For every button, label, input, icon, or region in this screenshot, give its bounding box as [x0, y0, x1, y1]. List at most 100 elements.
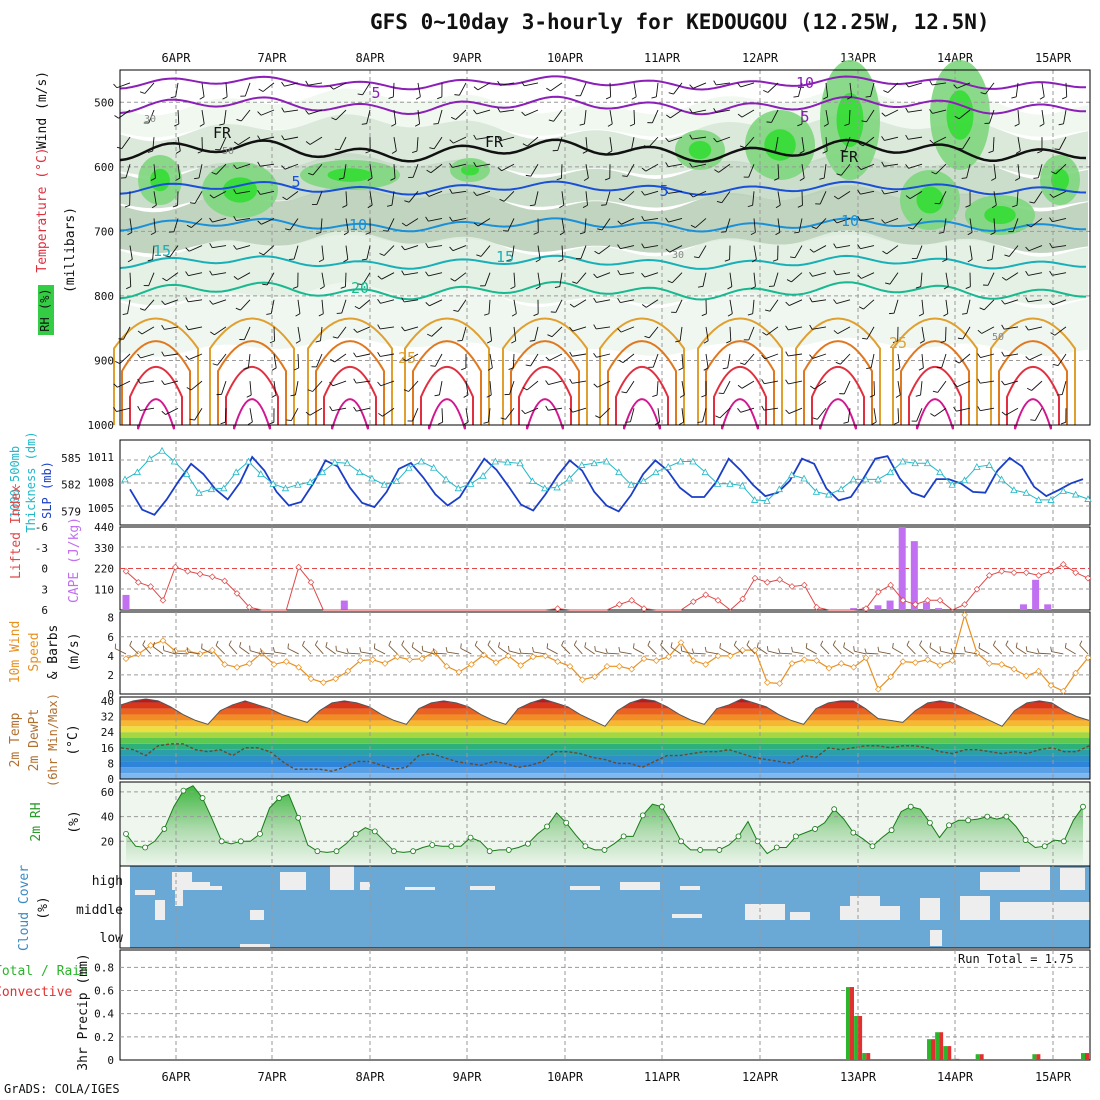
li-point: [233, 590, 241, 597]
wind-barb-flag: [915, 286, 921, 289]
thickness-point: [183, 470, 191, 477]
wind-barb-flag: [579, 231, 585, 235]
rh-point: [505, 847, 512, 853]
wind-barb: [381, 272, 395, 280]
wind-barb: [906, 644, 916, 655]
wind-barb-flag: [332, 336, 338, 339]
axis-label-temperature: Temperature (°C): [35, 147, 50, 272]
wind-speed-point: [159, 637, 167, 644]
wind-speed-point: [702, 661, 709, 668]
wind-barb: [201, 109, 205, 124]
wind-barb: [648, 326, 659, 339]
wind-barb: [580, 245, 587, 259]
cape-bar: [874, 605, 882, 610]
wind-barb-flag: [113, 407, 117, 412]
wind-barb: [862, 136, 875, 147]
thickness-point: [812, 488, 821, 495]
wind-speed-point: [875, 685, 882, 693]
precip-convective-bar: [1036, 1054, 1041, 1060]
wind-barb-flag: [703, 367, 709, 371]
rh-point: [525, 840, 531, 847]
wind-barb-flag: [569, 378, 573, 384]
wind-barb-flag: [665, 162, 669, 167]
wind-barb-flag: [980, 92, 986, 95]
day-label-top: 6APR: [162, 51, 192, 65]
wind-barb-flag: [809, 248, 815, 253]
precip-convective-bar: [931, 1039, 936, 1060]
wind-barb-flag: [1060, 421, 1066, 425]
wind-barb-flag: [365, 150, 371, 154]
wind-barb: [488, 299, 491, 314]
wind-barb-flag: [449, 139, 454, 144]
temp-band: [120, 714, 1090, 721]
wind-barb: [263, 245, 275, 256]
wind-barb-flag: [561, 640, 565, 646]
thickness-point: [504, 458, 512, 466]
wind-barb-flag: [1001, 411, 1007, 416]
wind-barb: [428, 272, 443, 277]
thickness-point: [701, 468, 709, 476]
wind-barb-flag: [582, 204, 588, 208]
rh-blob-core: [688, 141, 712, 159]
wind-barb-flag: [716, 201, 722, 204]
wind-barb-flag: [1014, 123, 1020, 127]
wind-barb-flag: [432, 648, 436, 654]
wind-barb: [345, 218, 349, 233]
wind-barb-flag: [330, 358, 335, 363]
wind-barb: [962, 326, 971, 340]
rh-point: [1060, 838, 1067, 845]
wind-barb: [500, 109, 515, 113]
wind-barb-flag: [152, 641, 156, 648]
wind-barb: [847, 408, 851, 423]
cloud-block: [680, 886, 700, 890]
wind-barb-flag: [449, 246, 454, 251]
wind-barb: [428, 190, 443, 197]
wind-barb-flag: [595, 415, 601, 419]
precip-total-bar: [927, 1039, 932, 1060]
wind-barb: [166, 272, 179, 282]
wind-barb: [1031, 380, 1043, 391]
wind-barb: [116, 82, 131, 89]
wind-barb: [201, 648, 213, 655]
wind-barb: [393, 137, 397, 152]
wind-barb-flag: [437, 421, 443, 425]
cape-bar: [340, 600, 348, 610]
rh-point: [793, 833, 799, 840]
wind-barb-flag: [809, 297, 813, 303]
wind-speed-point: [320, 679, 327, 686]
temp-band: [120, 749, 1090, 756]
wind-barb: [673, 82, 683, 95]
wind-barb-flag: [545, 380, 549, 385]
axis-label-slp: SLP (mb): [40, 461, 54, 519]
wind-barb-flag: [853, 646, 855, 652]
rh-point: [161, 826, 168, 832]
surface-wind-barbs: [114, 640, 1089, 655]
wind-barb-flag: [498, 642, 501, 648]
wind-barb: [561, 245, 564, 260]
wind-barb: [933, 136, 947, 144]
wind-barb: [764, 380, 779, 385]
cloud-block: [920, 898, 940, 920]
wind-barb: [308, 82, 323, 86]
wind-barb: [458, 82, 467, 96]
wind-barb: [505, 407, 515, 420]
cloud-block: [1060, 868, 1085, 890]
rh-blob-core: [836, 93, 864, 147]
li-tick: 0: [41, 563, 48, 576]
wind-barb-flag: [764, 309, 771, 312]
precip-total-bar: [862, 1053, 867, 1060]
wind-barb: [297, 299, 301, 314]
wind-barb: [213, 190, 227, 199]
rh-point: [582, 843, 589, 850]
wind-barb: [188, 651, 201, 655]
thickness-point: [528, 477, 537, 485]
wind-barb: [740, 407, 755, 413]
wind-barb-flag: [713, 137, 718, 143]
wind-barb: [380, 326, 395, 330]
wind-barb-flag: [1001, 299, 1006, 305]
wind-barb: [969, 218, 973, 233]
wind-barb-flag: [718, 392, 724, 395]
rh-tick: 20: [101, 835, 114, 848]
wind-barb: [489, 381, 492, 396]
wind-barb: [779, 652, 793, 655]
